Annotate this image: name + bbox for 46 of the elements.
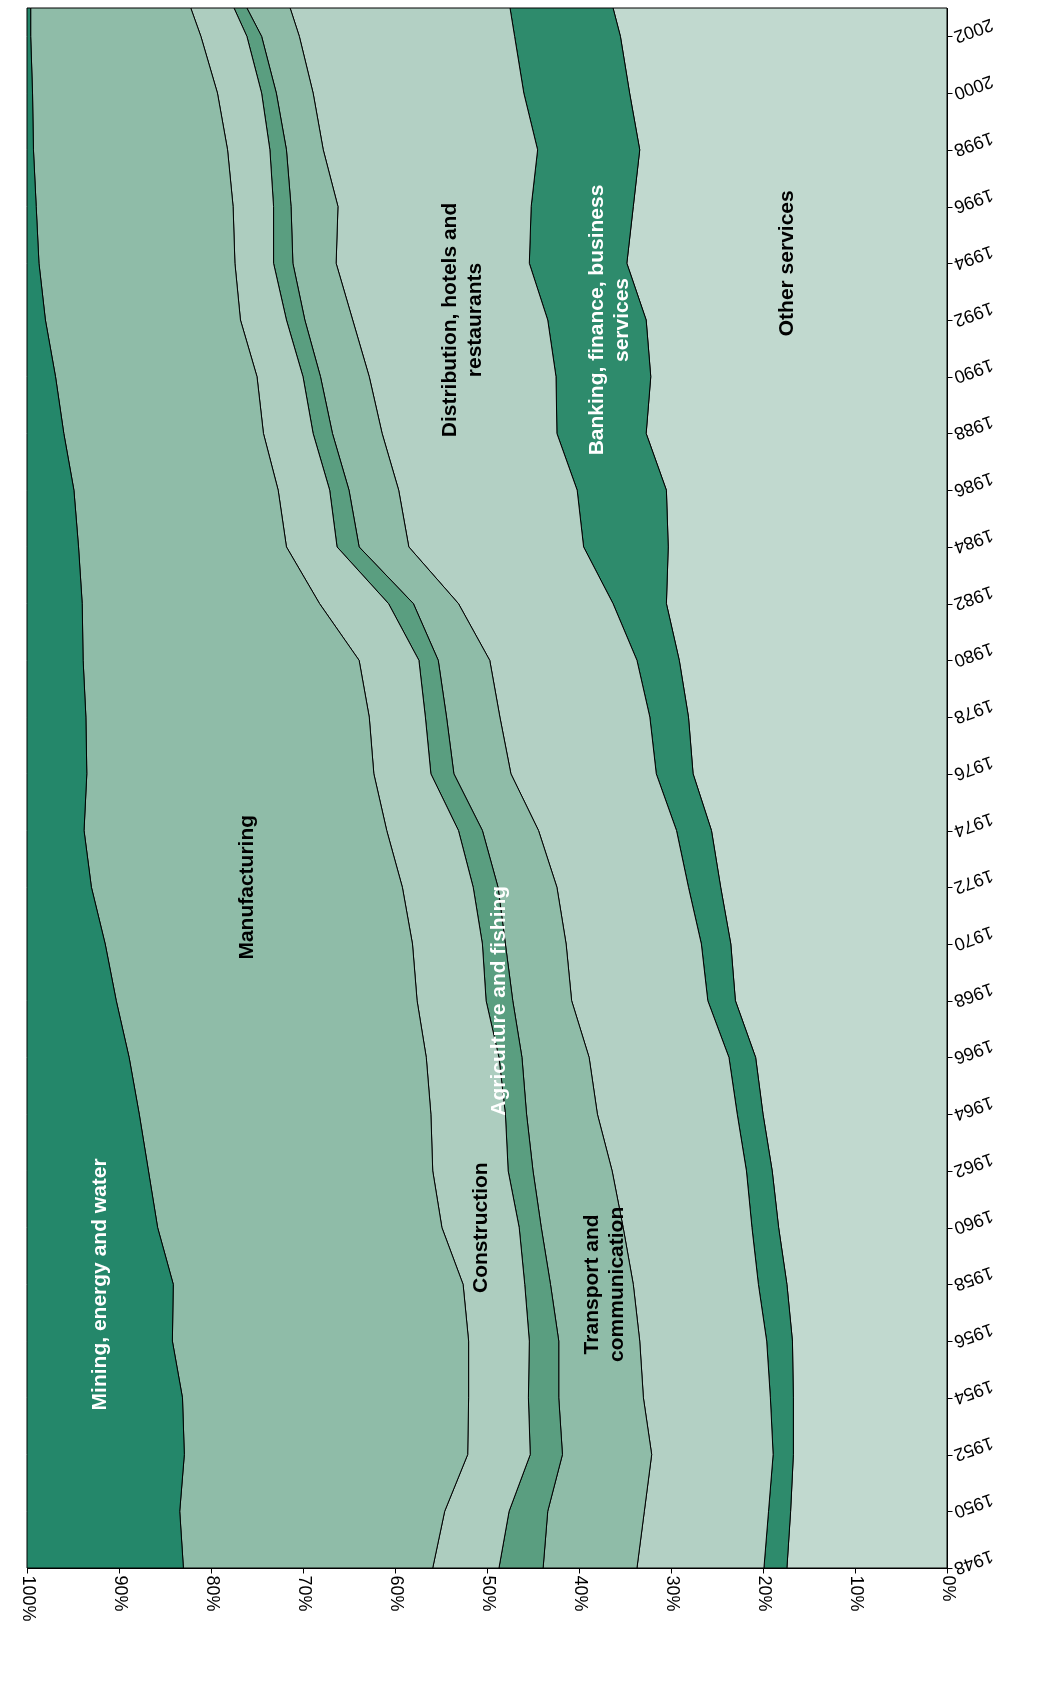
x-tick-label: 30% [662,1575,683,1612]
x-tick-label: 40% [570,1575,591,1612]
x-tick-label: 100% [18,1575,39,1622]
y-tick-label: 1996 [951,184,996,218]
y-tick-label: 1982 [951,581,996,615]
y-tick-label: 1962 [951,1149,996,1182]
y-tick-label: 1994 [951,241,996,275]
y-tick-label: 1990 [951,355,996,388]
y-tick-label: 1986 [951,468,996,502]
y-tick-label: 1984 [951,525,996,558]
x-tick-label: 50% [478,1575,499,1612]
series-label: Construction [467,1162,491,1293]
x-tick-label: 20% [754,1575,775,1612]
x-tick-label: 0% [938,1575,959,1602]
x-tick-label: 60% [386,1575,407,1612]
y-tick-label: 1976 [951,752,996,785]
y-tick-label: 1970 [951,922,996,955]
series-label: Other services [773,190,797,337]
y-tick-label: 1968 [951,979,996,1012]
y-tick-label: 1950 [951,1489,996,1523]
y-tick-label: 1998 [951,128,996,161]
y-tick-label: 1956 [951,1319,996,1352]
y-tick-label: 1964 [951,1092,996,1126]
y-tick-label: 1992 [951,298,996,331]
series-label: Agriculture and fishing [486,885,510,1116]
x-tick-label: 70% [294,1575,315,1612]
y-tick-label: 1972 [951,865,996,899]
y-tick-label: 1978 [951,695,996,728]
y-tick-label: 1952 [951,1432,996,1466]
y-tick-label: 1988 [951,411,996,445]
y-tick-label: 1960 [951,1205,996,1239]
y-tick-label: 2002 [951,14,996,48]
y-tick-label: 1980 [951,638,996,672]
y-tick-label: 2000 [951,71,996,104]
y-tick-label: 1958 [951,1262,996,1296]
series-label: Banking, finance, business services [583,184,632,456]
series-label: Manufacturing [233,814,257,960]
x-tick-label: 10% [846,1575,867,1612]
x-tick-label: 90% [110,1575,131,1612]
series-label: Distribution, hotels and restaurants [437,202,486,438]
y-tick-label: 1966 [951,1035,996,1069]
y-tick-label: 1954 [951,1376,996,1409]
series-label: Transport and communication [578,1206,627,1362]
series-label: Mining, energy and water [87,1158,111,1411]
x-tick-label: 80% [202,1575,223,1612]
y-tick-label: 1974 [951,808,996,842]
